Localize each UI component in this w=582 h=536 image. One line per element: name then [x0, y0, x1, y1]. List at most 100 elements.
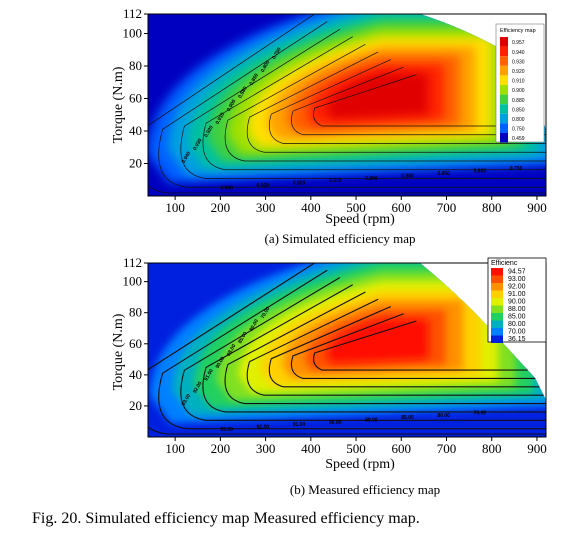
x-tick-label: 800 — [482, 441, 502, 456]
legend-label: 91.00 — [508, 291, 526, 298]
y-tick-label: 100 — [123, 26, 143, 41]
x-tick-label: 900 — [527, 200, 547, 215]
contour-label: 0.910 — [329, 178, 342, 184]
caption-a: (a) Simulated efficiency map — [264, 231, 415, 246]
x-tick-label: 700 — [437, 441, 457, 456]
legend-label: 0.459 — [512, 136, 525, 142]
legend-label: 0.910 — [512, 79, 525, 85]
legend-label: 93.00 — [508, 276, 526, 283]
y-tick-label: 100 — [123, 274, 143, 289]
contour-label: 70.00 — [474, 410, 487, 416]
x-tick-label: 700 — [437, 200, 457, 215]
legend-swatch — [500, 75, 508, 85]
legend-label: 80.00 — [508, 321, 526, 328]
legend-label: 92.00 — [508, 284, 526, 291]
legend-swatch — [491, 291, 503, 299]
x-tick-label: 900 — [527, 441, 547, 456]
legend-swatch — [500, 114, 508, 124]
contour-label: 92.00 — [257, 424, 270, 430]
contour-label: 90.00 — [329, 420, 342, 426]
contour-label: 88.00 — [365, 417, 378, 423]
legend-swatch — [491, 336, 503, 344]
x-tick-label: 600 — [392, 441, 412, 456]
contour-label: 91.00 — [293, 422, 306, 428]
legend-label: 0.880 — [512, 98, 525, 104]
x-tick-label: 400 — [301, 441, 321, 456]
contour-label: 0.880 — [401, 173, 414, 179]
contour-label: 0.940 — [220, 186, 233, 192]
caption-b: (b) Measured efficiency map — [290, 482, 440, 497]
legend-label: 0.900 — [512, 88, 525, 94]
legend-label: 0.930 — [512, 59, 525, 65]
y-tick-label: 112 — [123, 6, 142, 21]
x-axis-title-a: Speed (rpm) — [325, 212, 395, 227]
legend-swatch — [491, 298, 503, 306]
legend-label: 85.00 — [508, 314, 526, 321]
contour-label: 85.00 — [401, 415, 414, 421]
contour-label: 80.00 — [437, 413, 450, 419]
y-tick-label: 60 — [129, 91, 142, 106]
contour-label: 0.900 — [365, 176, 378, 182]
legend-label: 90.00 — [508, 299, 526, 306]
legend-swatch — [491, 268, 503, 276]
contour-label: 0.750 — [510, 166, 523, 172]
y-axis-title-a: Torque (N.m) — [111, 66, 126, 143]
y-tick-label: 80 — [129, 305, 142, 320]
y-tick-label: 20 — [129, 156, 142, 171]
legend-swatch — [500, 47, 508, 57]
x-tick-label: 800 — [482, 200, 502, 215]
legend-title-b: Efficienc — [491, 260, 518, 267]
chart-measured-efficiency: 93.0092.0091.0090.0088.0085.0080.0070.00… — [111, 243, 568, 497]
legend-swatch — [491, 321, 503, 329]
legend-a: Efficiency map 0.957 0.940 0.930 0.920 0.910… — [496, 24, 544, 143]
x-axis-title-b: Speed (rpm) — [325, 457, 395, 472]
figure-caption: Fig. 20. Simulated efficiency map Measur… — [32, 510, 420, 527]
legend-swatch — [491, 306, 503, 314]
legend-swatch — [491, 328, 503, 336]
x-tick-label: 100 — [165, 441, 185, 456]
legend-label: 0.800 — [512, 117, 525, 123]
chart-simulated-efficiency: 0.940 0.930 0.920 0.910 0.900 0.880 0.850 0.800… — [111, 0, 570, 246]
contour-label: 0.800 — [474, 168, 487, 174]
x-tick-label: 200 — [211, 441, 231, 456]
y-axis-title-b: Torque (N.m) — [111, 313, 126, 390]
legend-swatch — [500, 37, 508, 47]
contour-label: 93.00 — [220, 427, 233, 433]
y-tick-label: 40 — [129, 367, 142, 382]
legend-swatch — [500, 123, 508, 133]
x-tick-label: 400 — [301, 200, 321, 215]
y-tick-label: 40 — [129, 123, 142, 138]
y-tick-label: 80 — [129, 58, 142, 73]
legend-label: 0.920 — [512, 69, 525, 75]
contour-label: 0.920 — [293, 181, 306, 187]
legend-label: 0.940 — [512, 50, 525, 56]
legend-label: 94.57 — [508, 269, 526, 276]
y-tick-label: 20 — [129, 398, 142, 413]
contour-label: 0.930 — [257, 183, 270, 189]
legend-label: 36.15 — [508, 336, 526, 343]
x-tick-label: 100 — [165, 200, 185, 215]
legend-b: Efficienc 94.5793.0092.0091.0090.0088.00… — [488, 258, 546, 343]
x-tick-label: 300 — [256, 200, 276, 215]
y-tick-label: 60 — [129, 336, 142, 351]
legend-label: 70.00 — [508, 329, 526, 336]
y-tick-label: 112 — [123, 255, 142, 270]
legend-label: 0.957 — [512, 40, 525, 46]
legend-swatch — [491, 276, 503, 284]
legend-label: 88.00 — [508, 306, 526, 313]
legend-swatch — [491, 313, 503, 321]
legend-swatch — [500, 85, 508, 95]
legend-swatch — [500, 66, 508, 76]
legend-swatch — [500, 104, 508, 114]
x-tick-label: 200 — [211, 200, 231, 215]
legend-swatch — [500, 56, 508, 66]
x-tick-label: 500 — [346, 441, 366, 456]
legend-label: 0.750 — [512, 127, 525, 133]
legend-swatch — [491, 283, 503, 291]
legend-swatch — [500, 95, 508, 105]
x-tick-label: 300 — [256, 441, 276, 456]
legend-label: 0.850 — [512, 107, 525, 113]
legend-swatch — [500, 133, 508, 143]
contour-label: 0.850 — [437, 171, 450, 177]
